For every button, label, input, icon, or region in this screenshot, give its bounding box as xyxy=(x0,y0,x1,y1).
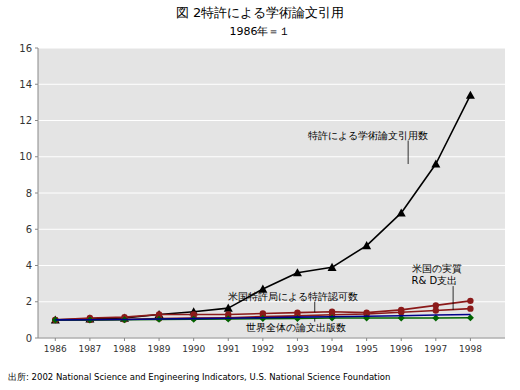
annotation-arrow xyxy=(314,302,315,312)
grid-line xyxy=(38,48,505,49)
annotation-line: 特許による学術論文引用数 xyxy=(308,130,428,141)
x-tick-label: 1991 xyxy=(217,344,240,354)
series-marker xyxy=(293,268,302,276)
x-tick-label: 1987 xyxy=(78,344,101,354)
series-marker xyxy=(85,314,94,322)
y-tick-label: 0 xyxy=(26,333,32,344)
annotation: 米国特許局による特許認可数 xyxy=(228,291,358,302)
grid-line xyxy=(38,193,505,194)
y-tick xyxy=(35,120,38,121)
y-tick-label: 4 xyxy=(26,260,32,271)
chart: 0 2 4 6 8 10 12 14 16 1986 1987 1988 1989 1990 1991 199… xyxy=(0,0,520,390)
annotation-arrow xyxy=(408,141,409,165)
x-tick-label: 1998 xyxy=(459,344,482,354)
x-tick-label: 1993 xyxy=(286,344,309,354)
x-tick xyxy=(193,338,194,341)
x-tick xyxy=(470,338,471,341)
x-tick xyxy=(159,338,160,341)
y-tick-label: 8 xyxy=(26,188,32,199)
annotation-line: 米国特許局による特許認可数 xyxy=(228,291,358,302)
series-marker xyxy=(328,263,337,271)
annotation-line: 米国の実質 xyxy=(412,263,462,274)
plot-background xyxy=(38,48,505,338)
annotation: 特許による学術論文引用数 xyxy=(308,130,428,141)
series-marker xyxy=(398,309,404,315)
grid-line xyxy=(38,229,505,230)
x-tick-label: 1992 xyxy=(251,344,274,354)
x-tick-label: 1997 xyxy=(424,344,447,354)
x-tick xyxy=(55,338,56,341)
series-marker xyxy=(467,298,473,304)
grid-line xyxy=(38,120,505,121)
annotation-line: 世界全体の論文出版数 xyxy=(246,322,346,333)
y-tick-label: 14 xyxy=(19,79,32,90)
series-line xyxy=(55,301,470,320)
y-tick xyxy=(35,338,38,339)
x-tick-label: 1988 xyxy=(113,344,136,354)
title: 図 2特許による学術論文引用 xyxy=(176,5,344,20)
y-tick-label: 6 xyxy=(26,224,32,235)
subtitle: 1986年＝１ xyxy=(230,25,291,38)
annotation-arrow xyxy=(314,318,315,321)
source: 出所: 2002 National Science and Engineerin… xyxy=(8,372,390,382)
x-tick-label: 1986 xyxy=(44,344,67,354)
y-tick xyxy=(35,48,38,49)
series-marker xyxy=(467,305,473,311)
x-tick xyxy=(366,338,367,341)
series-marker xyxy=(329,315,336,322)
x-tick xyxy=(332,338,333,341)
grid-line xyxy=(38,156,505,157)
annotation: 米国の実質R& D支出 xyxy=(412,263,462,286)
y-tick-label: 16 xyxy=(19,43,32,54)
x-tick-label: 1990 xyxy=(182,344,205,354)
series-marker xyxy=(466,91,475,99)
y-tick xyxy=(35,156,38,157)
x-tick xyxy=(262,338,263,341)
y-tick xyxy=(35,265,38,266)
x-tick-label: 1996 xyxy=(390,344,413,354)
y-tick-label: 2 xyxy=(26,296,32,307)
grid-line xyxy=(38,338,505,339)
annotation-line: R& D支出 xyxy=(412,275,458,286)
y-tick-label: 12 xyxy=(19,115,32,126)
series-marker xyxy=(224,304,233,312)
x-tick-label: 1995 xyxy=(355,344,378,354)
x-tick xyxy=(89,338,90,341)
annotations: 特許による学術論文引用数米国特許局による特許認可数世界全体の論文出版数 米国の実質… xyxy=(228,130,461,333)
series-line xyxy=(55,309,470,320)
series-marker xyxy=(431,160,440,168)
series-marker xyxy=(362,241,371,249)
x-tick xyxy=(124,338,125,341)
plot-area xyxy=(51,91,475,324)
x-tick-label: 1994 xyxy=(321,344,344,354)
series-marker xyxy=(433,307,439,313)
x-tick-label: 1989 xyxy=(148,344,171,354)
x-axis-line xyxy=(38,338,505,339)
annotation: 世界全体の論文出版数 xyxy=(246,322,346,333)
grid-line xyxy=(38,84,505,85)
y-tick xyxy=(35,193,38,194)
series-line xyxy=(55,95,470,320)
x-tick xyxy=(297,338,298,341)
y-tick xyxy=(35,229,38,230)
series-line xyxy=(55,314,470,319)
x-tick xyxy=(401,338,402,341)
y-tick xyxy=(35,84,38,85)
x-tick xyxy=(435,338,436,341)
annotation-arrow xyxy=(453,286,454,310)
series-marker xyxy=(397,208,406,216)
y-tick-label: 10 xyxy=(19,151,32,162)
x-tick xyxy=(228,338,229,341)
y-tick xyxy=(35,301,38,302)
